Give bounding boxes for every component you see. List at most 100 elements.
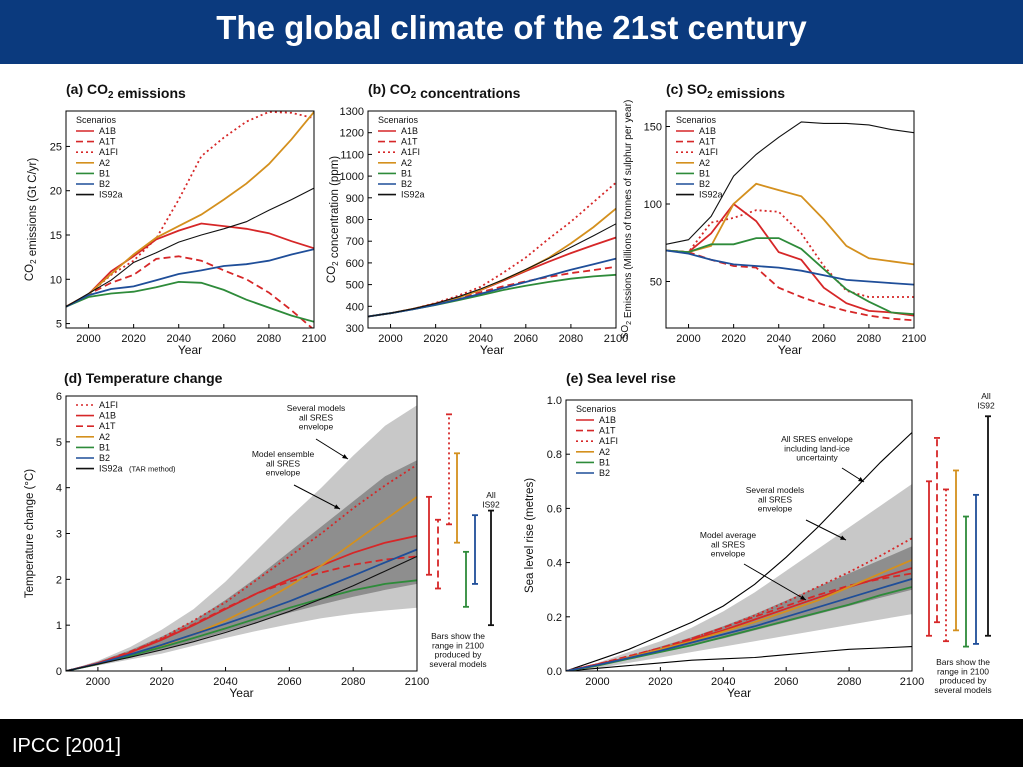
x-tick-label: 2060 xyxy=(212,333,236,345)
x-tick-label: 2060 xyxy=(774,676,798,688)
x-tick-label: 2000 xyxy=(676,333,700,345)
legend-label-a1fi: A1FI xyxy=(599,436,618,446)
x-tick-label: 2000 xyxy=(86,676,110,688)
annotation-all-envelope: All SRES envelope including land-ice uncer… xyxy=(781,434,853,463)
plot-frame-e xyxy=(565,399,913,672)
legend-label-a1b: A1B xyxy=(99,411,116,421)
y-tick-label: 0.4 xyxy=(547,558,562,570)
legend-label-b2: B2 xyxy=(699,179,710,189)
series-line-is92a xyxy=(66,187,314,308)
y-tick-label: 6 xyxy=(56,391,62,403)
panel-b: (b) CO2 concentrations 2000 2020 2040 2060 20… xyxy=(326,81,628,357)
series-line-b2 xyxy=(66,248,314,308)
y-tick-label: 5 xyxy=(56,319,62,331)
legend-label-b1: B1 xyxy=(99,442,110,452)
y-tick-label: 0 xyxy=(56,666,62,678)
x-tick-label: 2020 xyxy=(721,333,745,345)
annotation-inner-envelope-e: Model average all SRES envelope xyxy=(700,530,757,559)
legend-title: Scenarios xyxy=(676,115,717,125)
y-axis-label: CO2 concentration (ppm) xyxy=(326,156,341,283)
legend-title: Scenarios xyxy=(76,115,117,125)
legend-label-b1: B1 xyxy=(599,457,610,467)
series-line-a1t xyxy=(666,249,914,322)
x-axis-label: Year xyxy=(778,343,802,357)
panel-title-c: (c) SO2 emissions xyxy=(666,81,785,101)
series-line-b1 xyxy=(666,237,914,315)
x-tick-label: 2100 xyxy=(604,333,628,345)
annotation-outer-envelope: Several models all SRES envelope xyxy=(287,403,346,432)
page-title: The global climate of the 21st century xyxy=(216,9,807,46)
y-tick-label: 1200 xyxy=(340,128,364,140)
annotation-outer-envelope-arrow xyxy=(315,438,349,460)
annotation-all-is92: All IS92 xyxy=(482,490,500,509)
panel-title-b: (b) CO2 concentrations xyxy=(368,81,521,101)
plot-area-b xyxy=(368,181,616,318)
x-tick-label: 2080 xyxy=(857,333,881,345)
legend-title: Scenarios xyxy=(378,115,419,125)
y-tick-label: 900 xyxy=(346,193,364,205)
y-tick-label: 25 xyxy=(50,141,62,153)
x-tick-label: 2100 xyxy=(302,333,326,345)
plot-area-d xyxy=(66,405,417,671)
legend-label-a1b: A1B xyxy=(599,415,616,425)
y-tick-label: 3 xyxy=(56,529,62,541)
legend-label-a1b: A1B xyxy=(699,126,716,136)
all-envelope-lower-line xyxy=(566,646,912,671)
annotation-bars-note: Bars show the range in 2100 produced by sev… xyxy=(429,631,486,669)
series-line-b2 xyxy=(666,249,914,286)
y-axis-label: Temperature change (°C) xyxy=(24,469,36,598)
annotation-outer-envelope-arrow-head xyxy=(342,454,348,459)
y-tick-label: 0.6 xyxy=(547,503,562,515)
y-tick-label: 1.0 xyxy=(547,395,562,407)
outer-envelope xyxy=(566,484,912,671)
legend-label-a1t: A1T xyxy=(699,137,716,147)
series-line-b1 xyxy=(66,280,314,323)
x-axis-label: Year xyxy=(178,343,202,357)
plot-area-a xyxy=(66,111,314,328)
legend-label-a1t: A1T xyxy=(99,137,116,147)
y-tick-label: 4 xyxy=(56,483,62,495)
y-axis-label: CO2 emissions (Gt C/yr) xyxy=(24,158,39,281)
series-line-a1t xyxy=(66,555,417,671)
x-tick-label: 2040 xyxy=(711,676,735,688)
series-line-a1b xyxy=(66,222,314,308)
panel-title-d: (d) Temperature change xyxy=(64,370,223,386)
legend-label-a1t: A1T xyxy=(401,137,418,147)
x-tick-label: 2020 xyxy=(648,676,672,688)
series-line-is92a xyxy=(666,121,914,245)
annotation-bars-note-e: Bars show the range in 2100 produced by sev… xyxy=(934,657,991,695)
legend-label-b1: B1 xyxy=(99,168,110,178)
y-tick-label: 150 xyxy=(644,122,662,134)
x-tick-label: 2000 xyxy=(585,676,609,688)
x-tick-label: 2020 xyxy=(121,333,145,345)
annotation-inner-envelope-arrow-head xyxy=(334,504,340,509)
x-axis-label: Year xyxy=(229,686,253,700)
legend-label-a1fi: A1FI xyxy=(99,400,118,410)
legend-label-a1t: A1T xyxy=(99,421,116,431)
legend-label-is92a: IS92a xyxy=(99,464,123,474)
legend-title: Scenarios xyxy=(576,404,617,414)
panel-a: (a) CO2 emissions 2000 2020 2040 2060 2080 210… xyxy=(24,81,326,357)
panel-c: (c) SO2 emissions 2000 2020 2040 2060 2080 210… xyxy=(620,81,926,357)
legend-label-a2: A2 xyxy=(99,432,110,442)
plot-area-c xyxy=(666,121,914,322)
annotation-outer-envelope-e-arrow-head xyxy=(840,535,846,540)
y-tick-label: 15 xyxy=(50,230,62,242)
x-tick-label: 2100 xyxy=(902,333,926,345)
legend-label-a2: A2 xyxy=(99,158,110,168)
series-line-is92a xyxy=(368,223,616,318)
annotation-all-envelope-arrow-head xyxy=(858,477,864,482)
y-tick-label: 10 xyxy=(50,274,62,286)
x-tick-label: 2060 xyxy=(812,333,836,345)
source-citation: IPCC [2001] xyxy=(12,735,121,757)
plot-area-e xyxy=(566,432,912,671)
y-tick-label: 700 xyxy=(346,236,364,248)
x-axis-label: Year xyxy=(480,343,504,357)
legend-label-a2: A2 xyxy=(599,447,610,457)
series-line-b1 xyxy=(66,579,417,671)
y-tick-label: 20 xyxy=(50,186,62,198)
y-tick-label: 400 xyxy=(346,301,364,313)
